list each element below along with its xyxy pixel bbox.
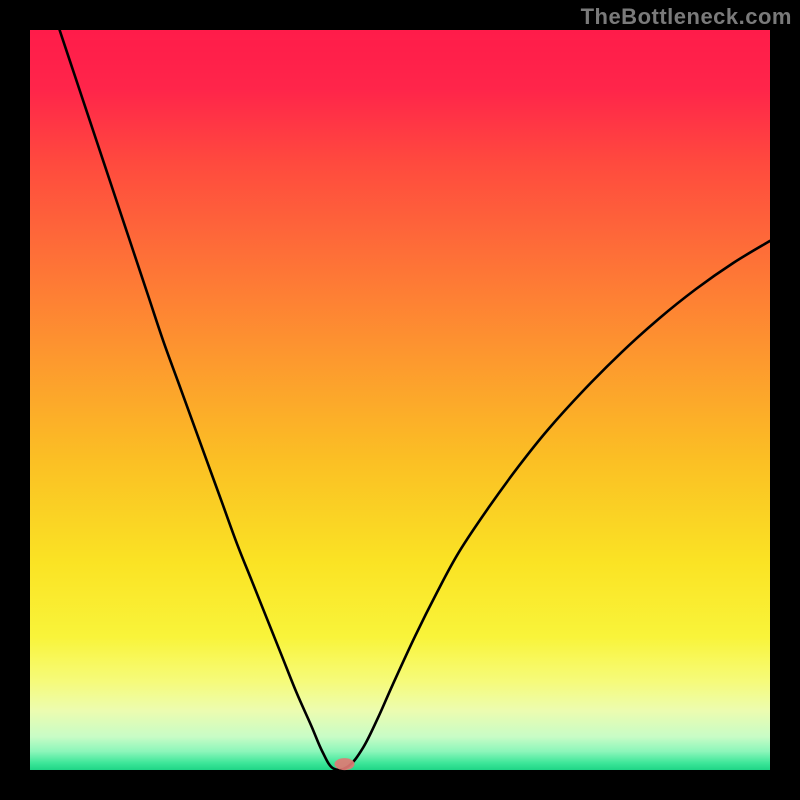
- stage: TheBottleneck.com: [0, 0, 800, 800]
- bottleneck-chart: [0, 0, 800, 800]
- watermark-text: TheBottleneck.com: [581, 4, 792, 30]
- gradient-panel: [30, 30, 770, 770]
- min-marker: [335, 758, 355, 770]
